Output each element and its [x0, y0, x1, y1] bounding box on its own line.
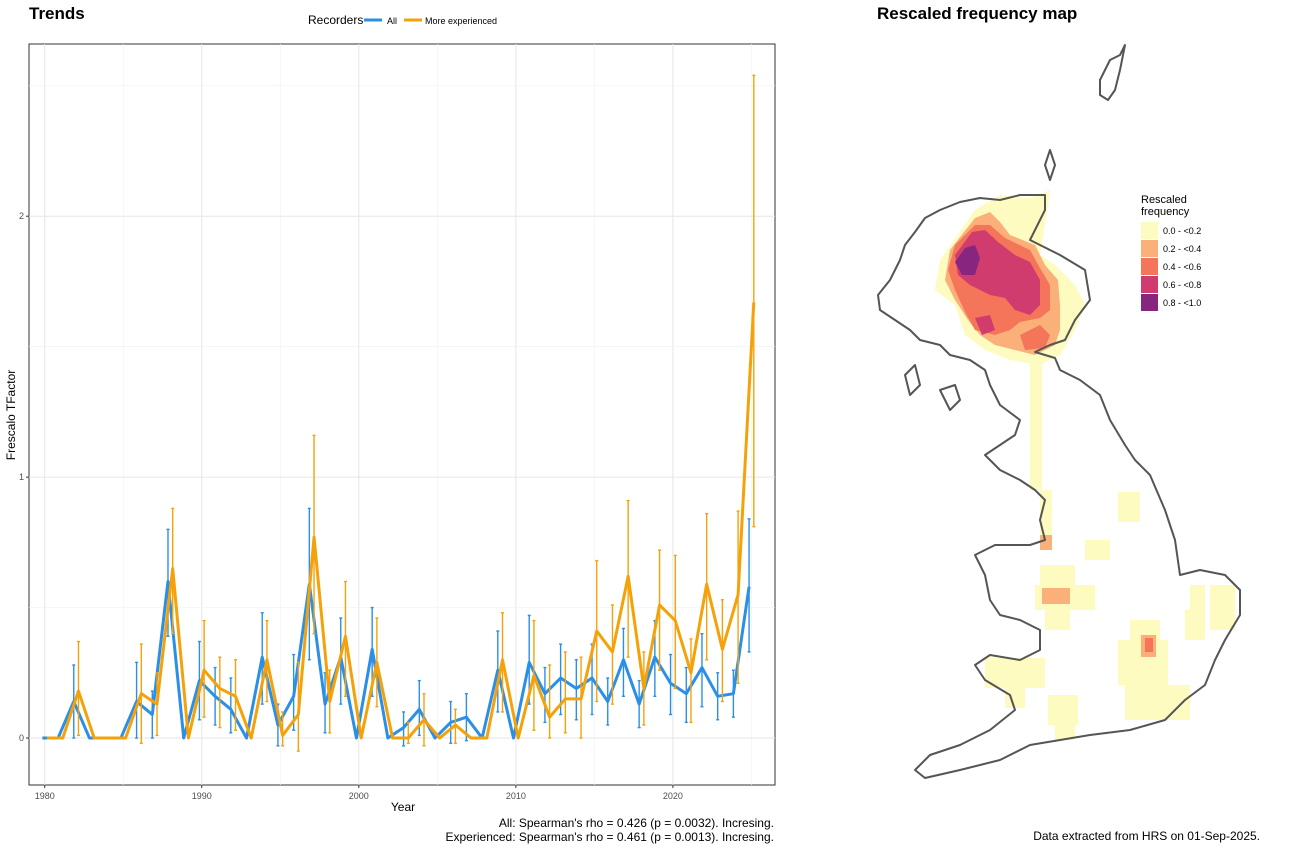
map-legend-title-2: frequency — [1141, 206, 1190, 218]
map-legend-swatch — [1141, 294, 1158, 311]
x-axis-label: Year — [391, 800, 415, 814]
legend-title: Recorders — [308, 13, 363, 27]
map-legend-label: 0.0 - <0.2 — [1163, 226, 1201, 236]
series-experienced — [47, 74, 756, 752]
x-tick-label: 1990 — [192, 791, 212, 801]
coastline-outline — [877, 44, 1241, 779]
series-layer — [42, 74, 756, 752]
y-tick-label: 2 — [19, 211, 24, 221]
x-tick-label: 1980 — [35, 791, 55, 801]
legend-label-experienced: More experienced — [425, 16, 497, 26]
data-note: Data extracted from HRS on 01-Sep-2025. — [1033, 829, 1260, 843]
trends-chart: Recorders All More experienced 1980 1990 2… — [4, 13, 776, 814]
map-legend-swatch — [1141, 276, 1158, 293]
plot-panel — [28, 43, 776, 786]
map-legend-label: 0.8 - <1.0 — [1163, 298, 1201, 308]
map-title: Rescaled frequency map — [877, 4, 1078, 23]
y-axis-label: Frescalo TFactor — [4, 370, 18, 460]
x-tick-label: 2020 — [663, 791, 683, 801]
legend-label-all: All — [387, 16, 397, 26]
grid-lines — [29, 44, 775, 785]
map-legend-swatch — [1141, 222, 1158, 239]
frequency-map: Rescaled frequency 0.0 - <0.2 0.2 - <0.4 0… — [877, 44, 1241, 779]
map-legend-label: 0.6 - <0.8 — [1163, 280, 1201, 290]
y-tick-label: 1 — [19, 472, 24, 482]
map-legend-label: 0.4 - <0.6 — [1163, 262, 1201, 272]
map-legend-label: 0.2 - <0.4 — [1163, 244, 1201, 254]
stat-experienced: Experienced: Spearman's rho = 0.461 (p =… — [445, 830, 775, 844]
chart-legend: Recorders All More experienced — [308, 13, 497, 27]
series-line — [42, 579, 751, 740]
series-line — [47, 302, 756, 740]
map-top-cells — [955, 245, 980, 275]
stat-all: All: Spearman's rho = 0.426 (p = 0.0032)… — [498, 816, 774, 830]
map-legend: Rescaled frequency 0.0 - <0.2 0.2 - <0.4 0… — [1141, 194, 1201, 311]
x-tick-label: 2000 — [349, 791, 369, 801]
y-tick-label: 0 — [19, 733, 24, 743]
map-legend-swatch — [1141, 240, 1158, 257]
x-tick-label: 2010 — [506, 791, 526, 801]
map-legend-title-1: Rescaled — [1141, 194, 1187, 206]
axes: 1980 1990 2000 2010 2020 0 1 2 — [19, 211, 683, 801]
trends-title: Trends — [29, 4, 85, 23]
map-legend-swatch — [1141, 258, 1158, 275]
